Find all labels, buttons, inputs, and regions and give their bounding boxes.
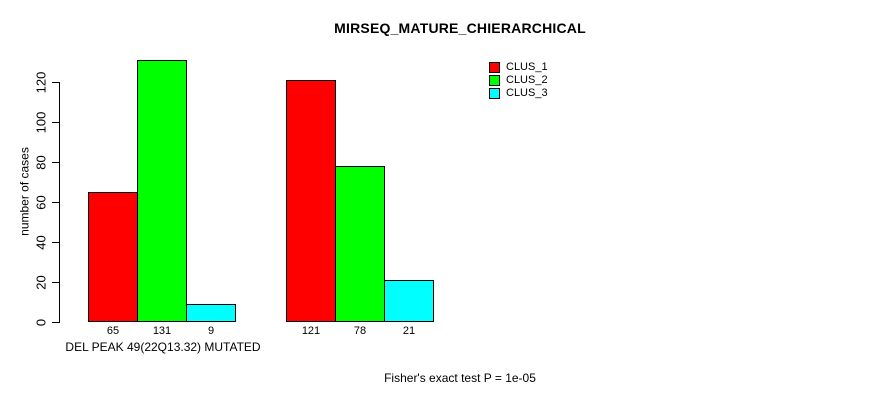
legend-swatch-clus_1	[489, 62, 500, 73]
bar-value-label: 131	[152, 325, 172, 337]
y-tick	[52, 161, 59, 163]
y-tick-label: 80	[33, 154, 49, 170]
y-tick	[52, 281, 59, 283]
bar-value-label: 121	[301, 325, 321, 337]
y-tick-label: 0	[33, 318, 49, 326]
chart-title: MIRSEQ_MATURE_CHIERARCHICAL	[334, 20, 586, 36]
bar-clus_1-group1	[88, 192, 138, 322]
y-tick-label: 100	[33, 111, 49, 133]
bar-clus_3-group1	[186, 304, 236, 322]
y-tick	[52, 241, 59, 243]
bar-clus_1-group2	[286, 80, 336, 322]
bar-value-label: 21	[402, 325, 416, 337]
bar-value-label: 9	[207, 325, 215, 337]
y-tick	[52, 321, 59, 323]
legend-swatch-clus_3	[489, 88, 500, 99]
legend-label: CLUS_1	[506, 61, 548, 73]
y-tick	[52, 121, 59, 123]
legend-label: CLUS_2	[506, 74, 548, 86]
legend-item-clus_3: CLUS_3	[489, 87, 548, 100]
legend-item-clus_1: CLUS_1	[489, 61, 548, 74]
y-tick-label: 40	[33, 234, 49, 250]
bar-clus_3-group2	[384, 280, 434, 322]
y-axis-line	[59, 82, 60, 323]
legend-item-clus_2: CLUS_2	[489, 74, 548, 87]
y-tick-label: 60	[33, 194, 49, 210]
y-axis-title: number of cases	[17, 147, 32, 236]
bar-value-label: 78	[353, 325, 367, 337]
y-tick	[52, 201, 59, 203]
bar-clus_2-group1	[137, 60, 187, 322]
y-tick-label: 20	[33, 274, 49, 290]
legend: CLUS_1 CLUS_2 CLUS_3	[489, 61, 548, 100]
y-tick-label: 120	[33, 71, 49, 93]
x-category-label: DEL PEAK 49(22Q13.32) MUTATED	[65, 340, 261, 354]
bar-value-label: 65	[106, 325, 120, 337]
y-tick	[52, 81, 59, 83]
bar-clus_2-group2	[335, 166, 385, 322]
legend-label: CLUS_3	[506, 87, 548, 99]
annotation-text: Fisher's exact test P = 1e-05	[384, 371, 536, 385]
legend-swatch-clus_2	[489, 75, 500, 86]
